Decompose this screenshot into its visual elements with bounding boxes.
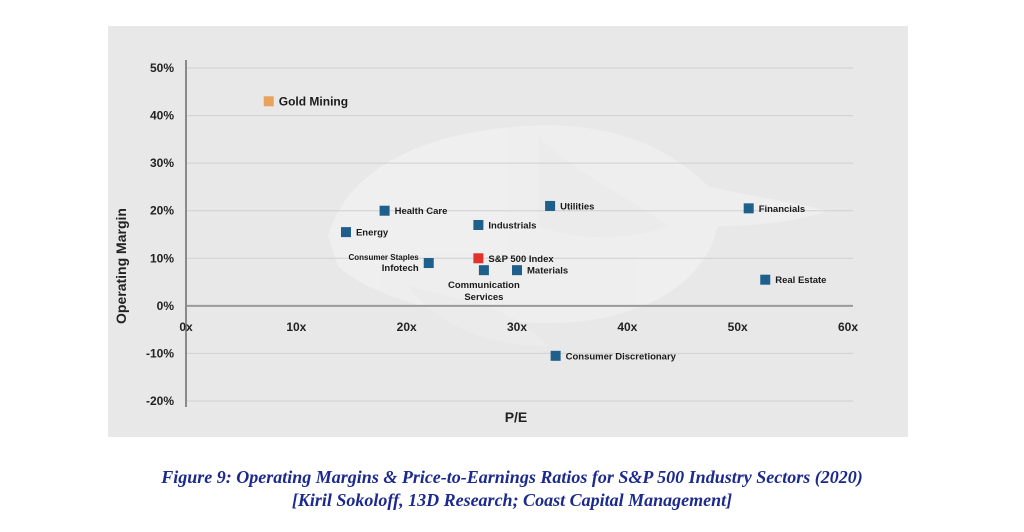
data-point-label: S&P 500 Index xyxy=(488,254,554,265)
chart-panel: 50% 40% 30% 20% 10% 0% -10% -20% 0x 10x 20x 30x 40x 5… xyxy=(108,26,908,437)
y-tick-label: -20% xyxy=(146,394,174,408)
data-point-label: Industrials xyxy=(488,220,536,231)
gridlines xyxy=(186,67,853,402)
data-point-label: Materials xyxy=(527,266,568,277)
x-tick-label: 60x xyxy=(838,320,858,334)
data-point-label: Financials xyxy=(759,204,805,215)
y-tick-label: 0% xyxy=(157,299,175,313)
y-tick-label: 50% xyxy=(150,61,174,75)
figure-caption: Figure 9: Operating Margins & Price-to-E… xyxy=(0,466,1024,512)
y-tick-label: 40% xyxy=(150,109,174,123)
y-tick-label: 30% xyxy=(150,156,174,170)
data-point-marker xyxy=(743,203,754,214)
data-point-marker xyxy=(550,350,561,361)
y-tick-label: 20% xyxy=(150,204,174,218)
data-point-marker xyxy=(512,265,522,276)
data-point-label: Energy xyxy=(356,228,389,239)
data-point-marker xyxy=(263,96,274,107)
data-point-marker xyxy=(478,265,489,276)
data-point-label: Services xyxy=(464,292,503,303)
data-point-marker xyxy=(545,200,556,211)
tick-labels: 50% 40% 30% 20% 10% 0% -10% -20% 0x 10x 20x 30x 40x 5… xyxy=(146,61,858,408)
data-point-label: Consumer Discretionary xyxy=(566,351,677,362)
x-tick-label: 20x xyxy=(397,320,417,334)
data-point-label: Infotech xyxy=(382,263,419,274)
y-axis-title: Operating Margin xyxy=(113,208,129,324)
y-tick-label: -10% xyxy=(146,346,174,360)
x-axis-title: P/E xyxy=(505,409,528,425)
data-point-label: Consumer Staples xyxy=(348,253,419,262)
data-point-marker xyxy=(473,219,484,230)
scatter-chart: 50% 40% 30% 20% 10% 0% -10% -20% 0x 10x 20x 30x 40x 5… xyxy=(113,60,858,425)
x-tick-label: 30x xyxy=(507,320,527,334)
x-tick-label: 10x xyxy=(286,320,306,334)
caption-line-1: Figure 9: Operating Margins & Price-to-E… xyxy=(161,467,863,487)
y-tick-label: 10% xyxy=(150,251,174,265)
data-points: Gold Mining Health Care Energy Industrials U… xyxy=(263,94,826,362)
data-point-marker xyxy=(379,205,390,216)
x-tick-label: 0x xyxy=(179,320,193,334)
background-lion-art xyxy=(328,125,828,346)
x-tick-label: 40x xyxy=(617,320,637,334)
data-point-marker xyxy=(760,274,771,285)
data-point-label: Gold Mining xyxy=(279,94,348,108)
x-tick-label: 50x xyxy=(728,320,748,334)
data-point-marker xyxy=(423,258,434,269)
data-point-marker xyxy=(473,253,484,264)
data-point-marker xyxy=(340,227,351,238)
caption-line-2: [Kiril Sokoloff, 13D Research; Coast Cap… xyxy=(291,490,733,510)
data-point-label: Health Care xyxy=(395,206,448,217)
data-point-label: Utilities xyxy=(560,201,594,212)
data-point-label: Real Estate xyxy=(775,275,826,286)
data-point-label: Communication xyxy=(448,280,520,291)
